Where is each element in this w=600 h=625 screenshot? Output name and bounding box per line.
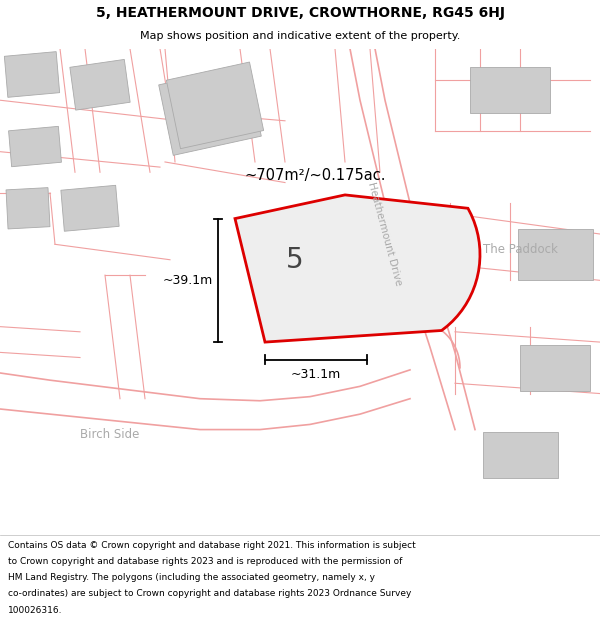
- Text: 5: 5: [286, 246, 304, 274]
- Bar: [517, 229, 593, 281]
- Bar: [159, 66, 261, 156]
- Bar: [70, 59, 130, 110]
- Bar: [470, 67, 550, 113]
- Text: Birch Side: Birch Side: [80, 428, 140, 441]
- Text: 5, HEATHERMOUNT DRIVE, CROWTHORNE, RG45 6HJ: 5, HEATHERMOUNT DRIVE, CROWTHORNE, RG45 …: [95, 6, 505, 20]
- Text: Contains OS data © Crown copyright and database right 2021. This information is : Contains OS data © Crown copyright and d…: [8, 541, 416, 550]
- Text: ~707m²/~0.175ac.: ~707m²/~0.175ac.: [245, 168, 386, 182]
- Text: ~31.1m: ~31.1m: [291, 368, 341, 381]
- Bar: [61, 185, 119, 231]
- Text: The Paddock: The Paddock: [482, 243, 557, 256]
- Polygon shape: [235, 195, 480, 342]
- Bar: [4, 52, 59, 98]
- Bar: [254, 209, 346, 301]
- Text: to Crown copyright and database rights 2023 and is reproduced with the permissio: to Crown copyright and database rights 2…: [8, 557, 402, 566]
- Text: 100026316.: 100026316.: [8, 606, 62, 614]
- Bar: [520, 344, 590, 391]
- Bar: [482, 432, 557, 479]
- Text: Heathermount Drive: Heathermount Drive: [367, 181, 404, 287]
- Text: Map shows position and indicative extent of the property.: Map shows position and indicative extent…: [140, 31, 460, 41]
- Text: co-ordinates) are subject to Crown copyright and database rights 2023 Ordnance S: co-ordinates) are subject to Crown copyr…: [8, 589, 411, 598]
- Text: ~39.1m: ~39.1m: [163, 274, 213, 287]
- Bar: [8, 126, 61, 167]
- Bar: [6, 188, 50, 229]
- Bar: [166, 62, 263, 149]
- Text: HM Land Registry. The polygons (including the associated geometry, namely x, y: HM Land Registry. The polygons (includin…: [8, 573, 375, 582]
